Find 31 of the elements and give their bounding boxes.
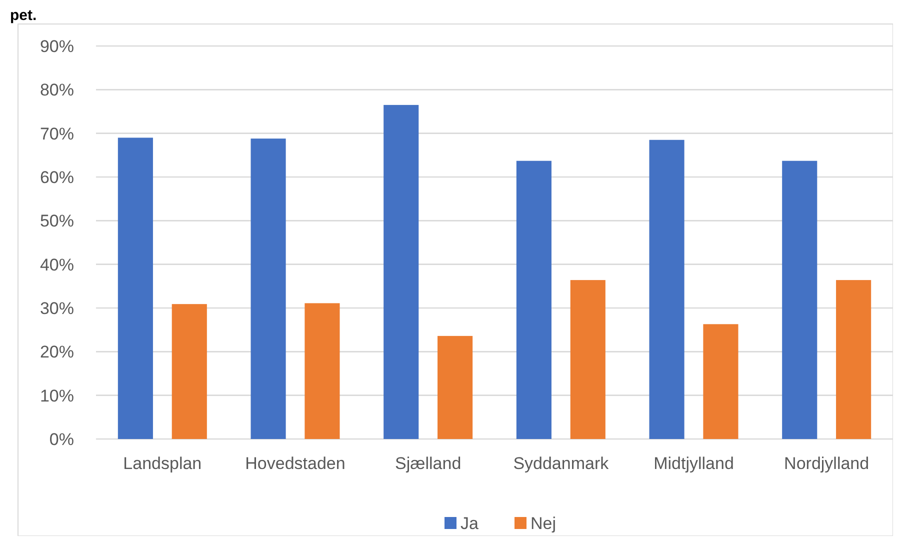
- x-tick-label: Syddanmark: [513, 454, 610, 473]
- y-tick-label: 20%: [40, 342, 74, 362]
- bar: [703, 324, 738, 439]
- bar: [438, 336, 473, 439]
- y-tick-label: 90%: [40, 36, 74, 56]
- y-tick-label: 60%: [40, 168, 74, 187]
- bar: [384, 104, 419, 439]
- y-tick-label: 0%: [49, 430, 74, 449]
- y-tick-label: 80%: [40, 80, 74, 100]
- x-tick-label: Hovedstaden: [245, 454, 346, 473]
- bar: [304, 303, 340, 439]
- y-tick-label: 70%: [40, 124, 74, 144]
- legend-label: Ja: [460, 514, 479, 533]
- chart-title: pet.: [10, 7, 37, 24]
- bar: [782, 160, 818, 439]
- bar: [836, 280, 872, 439]
- x-tick-label: Midtjylland: [654, 454, 734, 473]
- x-tick-label: Nordjylland: [784, 454, 870, 473]
- y-tick-label: 40%: [40, 255, 74, 274]
- bar: [570, 280, 606, 439]
- x-tick-label: Sjælland: [395, 454, 462, 473]
- x-tick-label: Landsplan: [123, 454, 202, 473]
- bar: [516, 160, 552, 439]
- bar: [172, 304, 207, 439]
- y-tick-label: 50%: [40, 212, 74, 231]
- y-tick-label: 30%: [40, 298, 74, 318]
- bar: [118, 138, 153, 439]
- legend-label: Nej: [530, 514, 556, 533]
- y-tick-label: 10%: [40, 386, 74, 406]
- bar: [649, 140, 684, 439]
- bar: [250, 138, 286, 439]
